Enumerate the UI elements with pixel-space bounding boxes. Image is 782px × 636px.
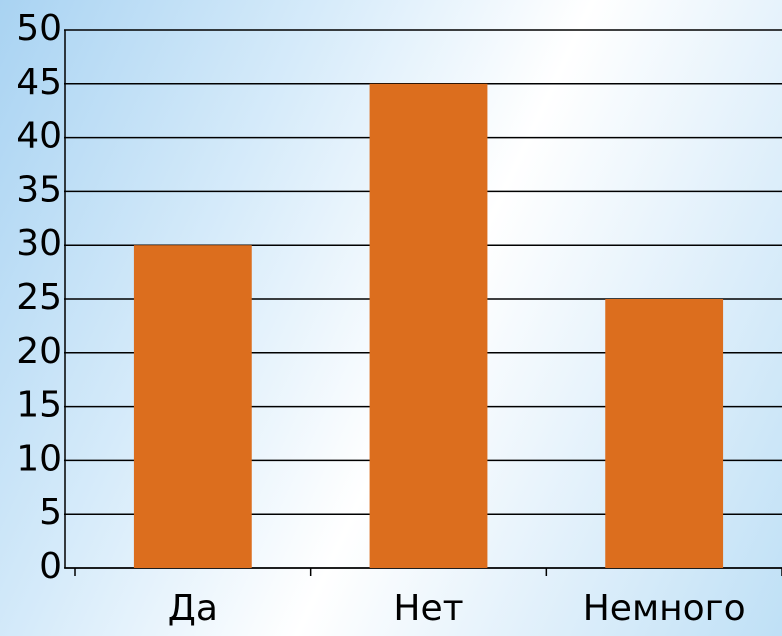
y-tick-label: 35 [16,169,62,210]
x-tick-label: Нет [393,588,463,629]
y-tick-label: 40 [16,116,62,157]
y-tick-label: 45 [16,62,62,103]
y-tick-label: 15 [16,385,62,426]
bar [605,299,724,568]
y-tick-label: 10 [16,438,62,479]
y-tick-label: 30 [16,223,62,264]
y-tick-label: 50 [16,8,62,49]
y-tick-label: 0 [39,546,62,587]
y-tick-label: 25 [16,277,62,318]
x-tick-label: Немного [583,588,746,629]
y-tick-label: 20 [16,331,62,372]
y-tick-label: 5 [39,492,62,533]
bar [133,245,252,568]
bar [369,83,488,569]
x-tick-label: Да [168,588,218,629]
